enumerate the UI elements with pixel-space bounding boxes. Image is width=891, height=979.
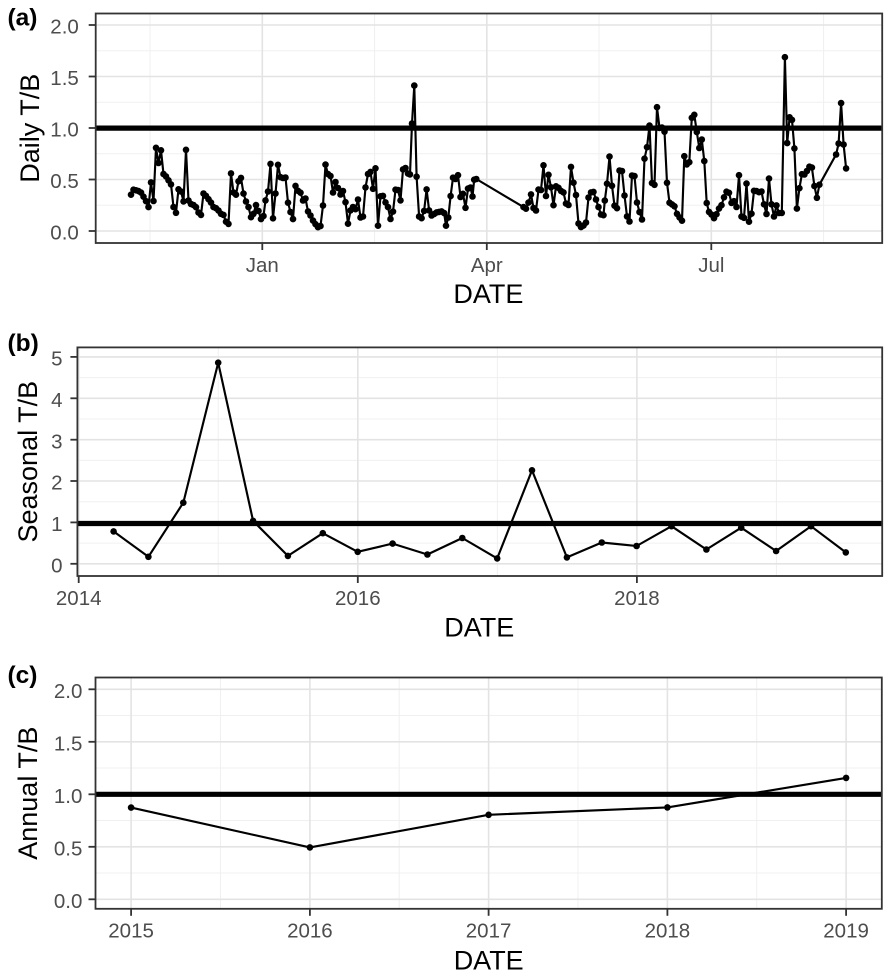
svg-text:0.5: 0.5 [50,170,79,193]
svg-text:(b): (b) [8,330,39,357]
svg-text:Jul: Jul [698,254,724,277]
svg-text:1: 1 [51,513,62,536]
svg-text:Seasonal T/B: Seasonal T/B [13,381,43,543]
svg-text:2019: 2019 [823,920,869,943]
svg-text:2: 2 [51,472,62,495]
svg-text:2.0: 2.0 [54,680,83,703]
svg-text:0.0: 0.0 [54,890,83,913]
svg-text:2017: 2017 [466,920,512,943]
svg-text:DATE: DATE [444,613,514,643]
svg-text:5: 5 [51,348,62,371]
svg-text:(c): (c) [8,662,38,689]
svg-text:2016: 2016 [335,587,381,610]
svg-text:DATE: DATE [453,279,523,309]
svg-text:2014: 2014 [56,587,102,610]
svg-text:2015: 2015 [108,920,154,943]
svg-text:2018: 2018 [614,587,660,610]
svg-text:0: 0 [51,554,62,577]
svg-text:Annual T/B: Annual T/B [13,727,43,860]
svg-text:4: 4 [51,389,62,412]
svg-text:1.0: 1.0 [50,119,79,142]
svg-text:(a): (a) [8,4,38,31]
svg-text:Jan: Jan [246,254,279,277]
svg-text:2016: 2016 [287,920,333,943]
svg-text:0.5: 0.5 [54,837,83,860]
svg-text:0.0: 0.0 [50,222,79,245]
svg-text:3: 3 [51,430,62,453]
svg-text:DATE: DATE [454,945,524,975]
svg-text:1.5: 1.5 [54,732,83,755]
svg-text:1.5: 1.5 [50,67,79,90]
svg-text:1.0: 1.0 [54,785,83,808]
svg-text:Daily T/B: Daily T/B [15,74,45,183]
svg-text:2.0: 2.0 [50,16,79,39]
svg-text:Apr: Apr [471,254,503,277]
svg-text:2018: 2018 [645,920,691,943]
